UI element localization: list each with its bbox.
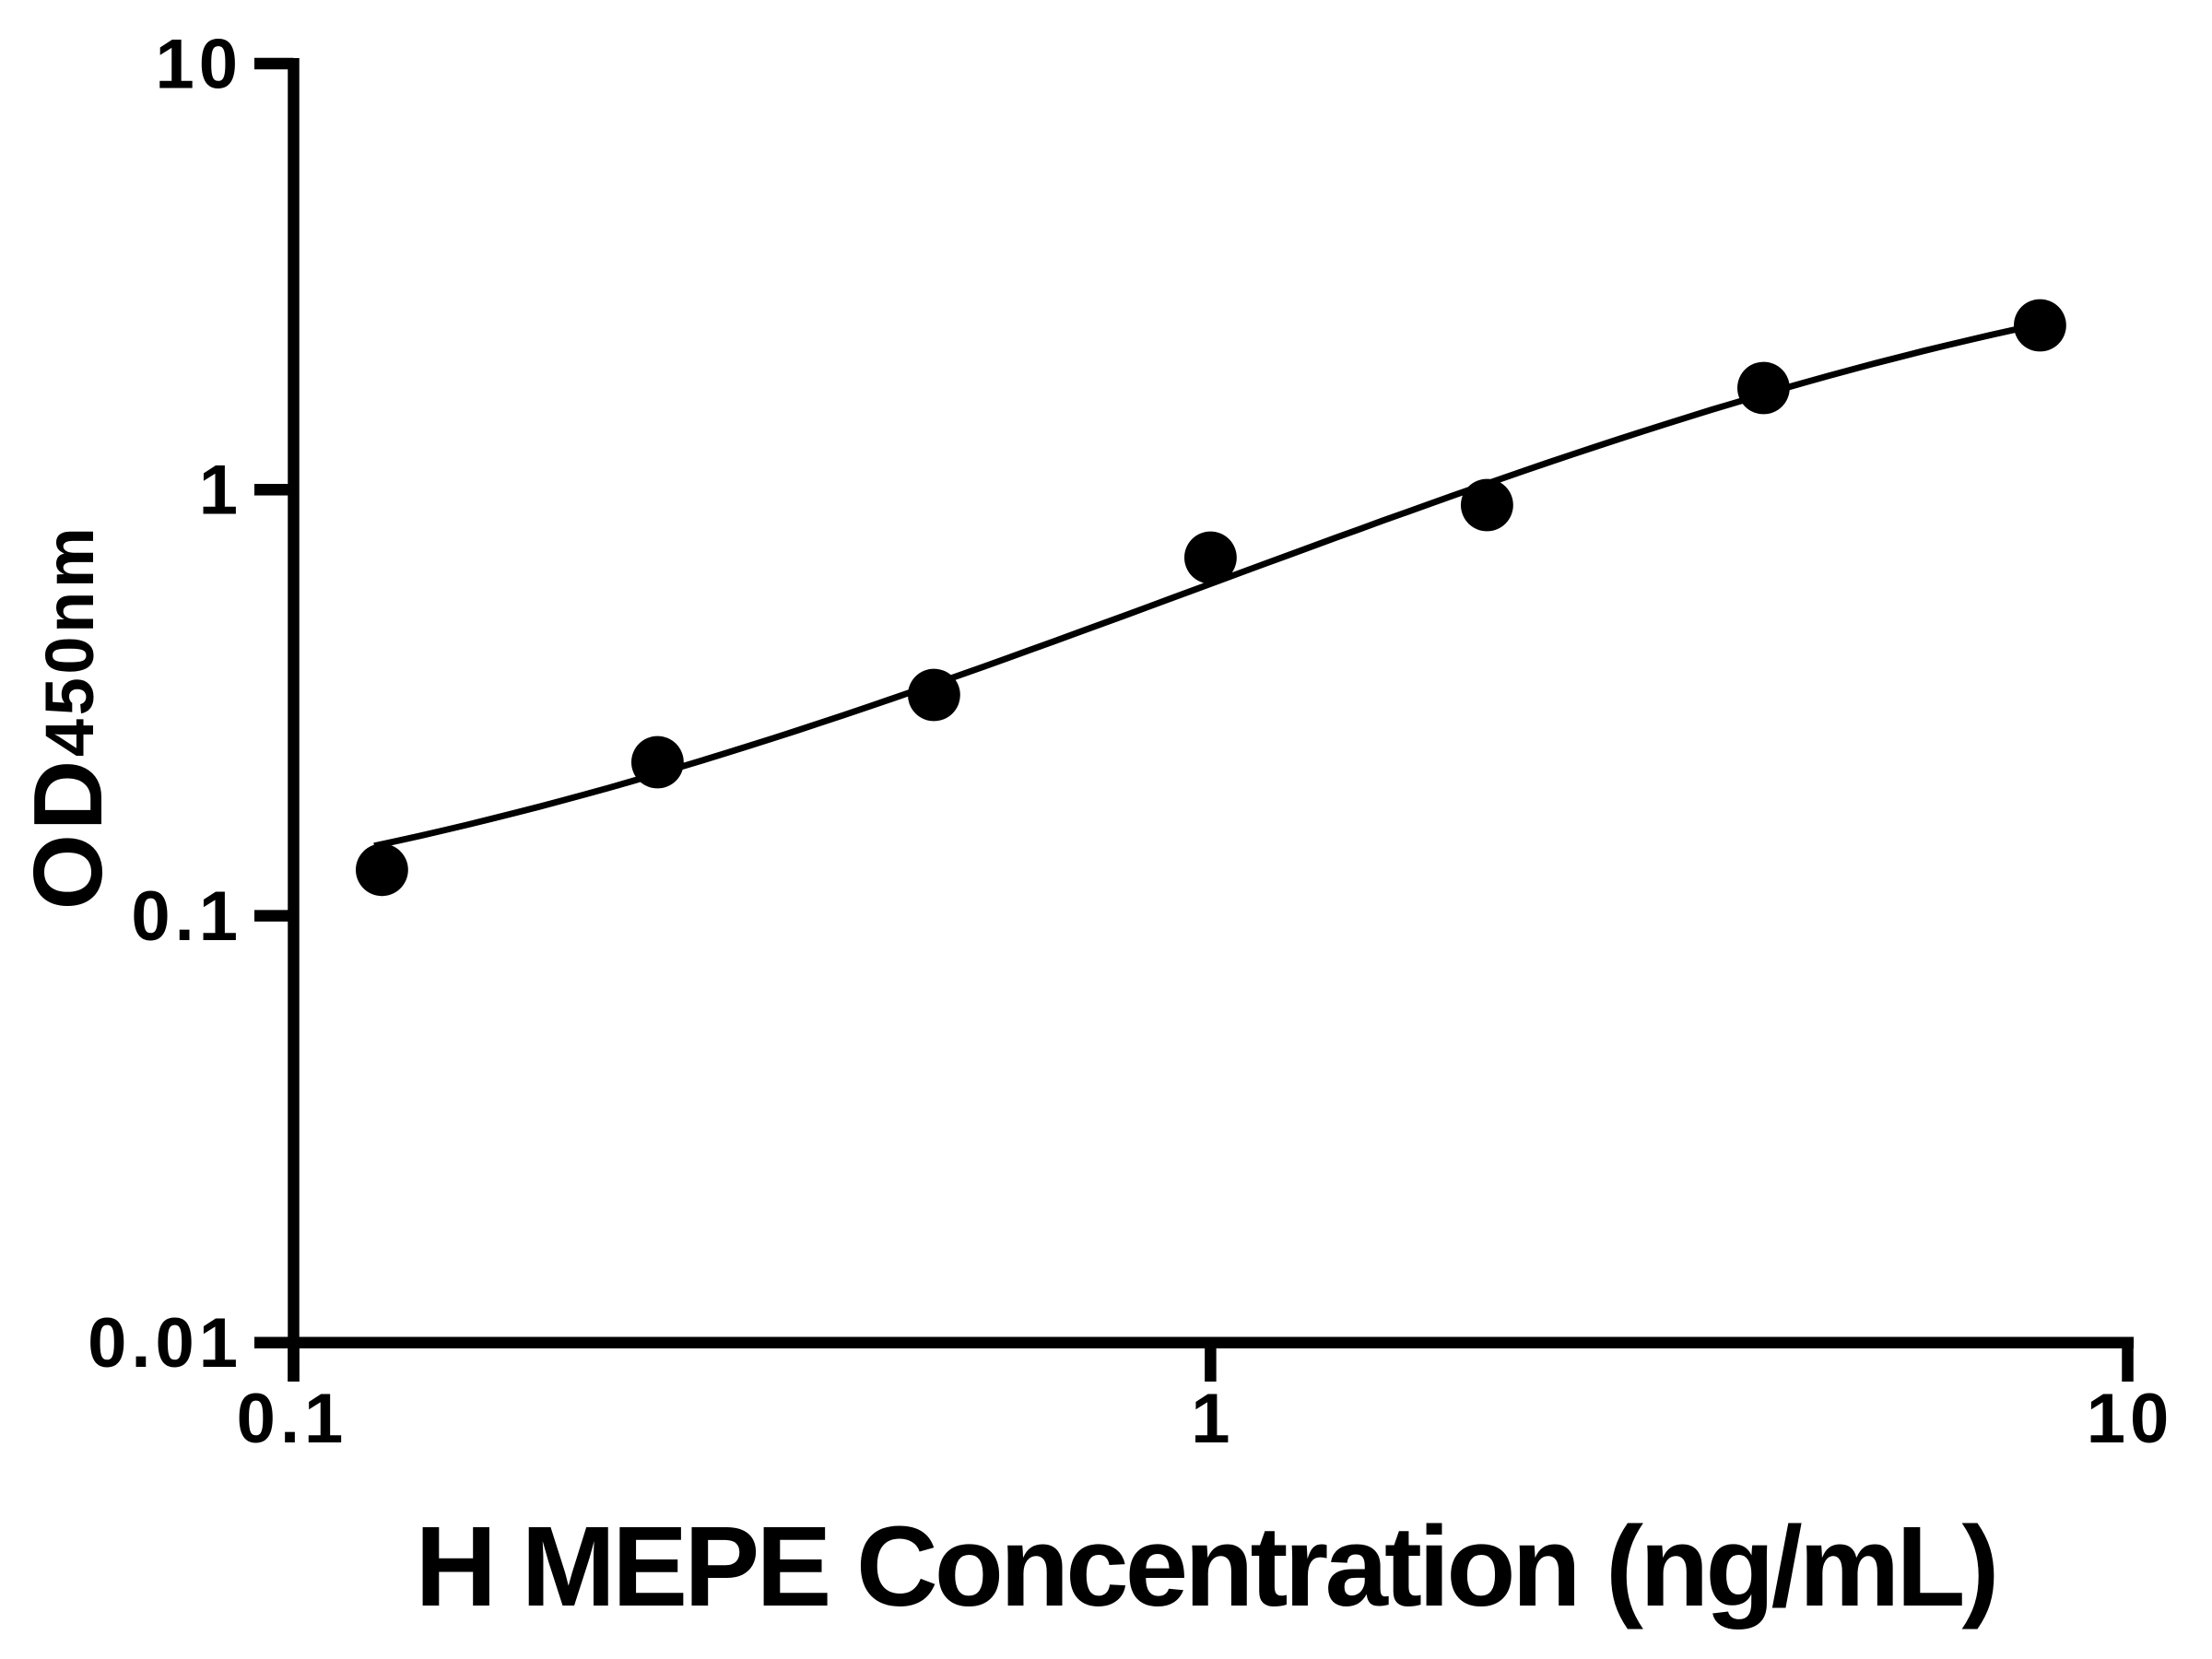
svg-text:10: 10 — [2087, 1380, 2174, 1458]
svg-text:1: 1 — [1191, 1380, 1234, 1458]
svg-text:0.01: 0.01 — [88, 1304, 242, 1382]
svg-text:OD450nm: OD450nm — [14, 524, 123, 911]
svg-text:0.1: 0.1 — [237, 1380, 348, 1458]
svg-text:10: 10 — [155, 26, 242, 104]
svg-text:H MEPE Concentration (ng/mL): H MEPE Concentration (ng/mL) — [415, 1504, 1995, 1630]
svg-text:0.1: 0.1 — [131, 877, 242, 956]
svg-text:1: 1 — [199, 452, 242, 530]
